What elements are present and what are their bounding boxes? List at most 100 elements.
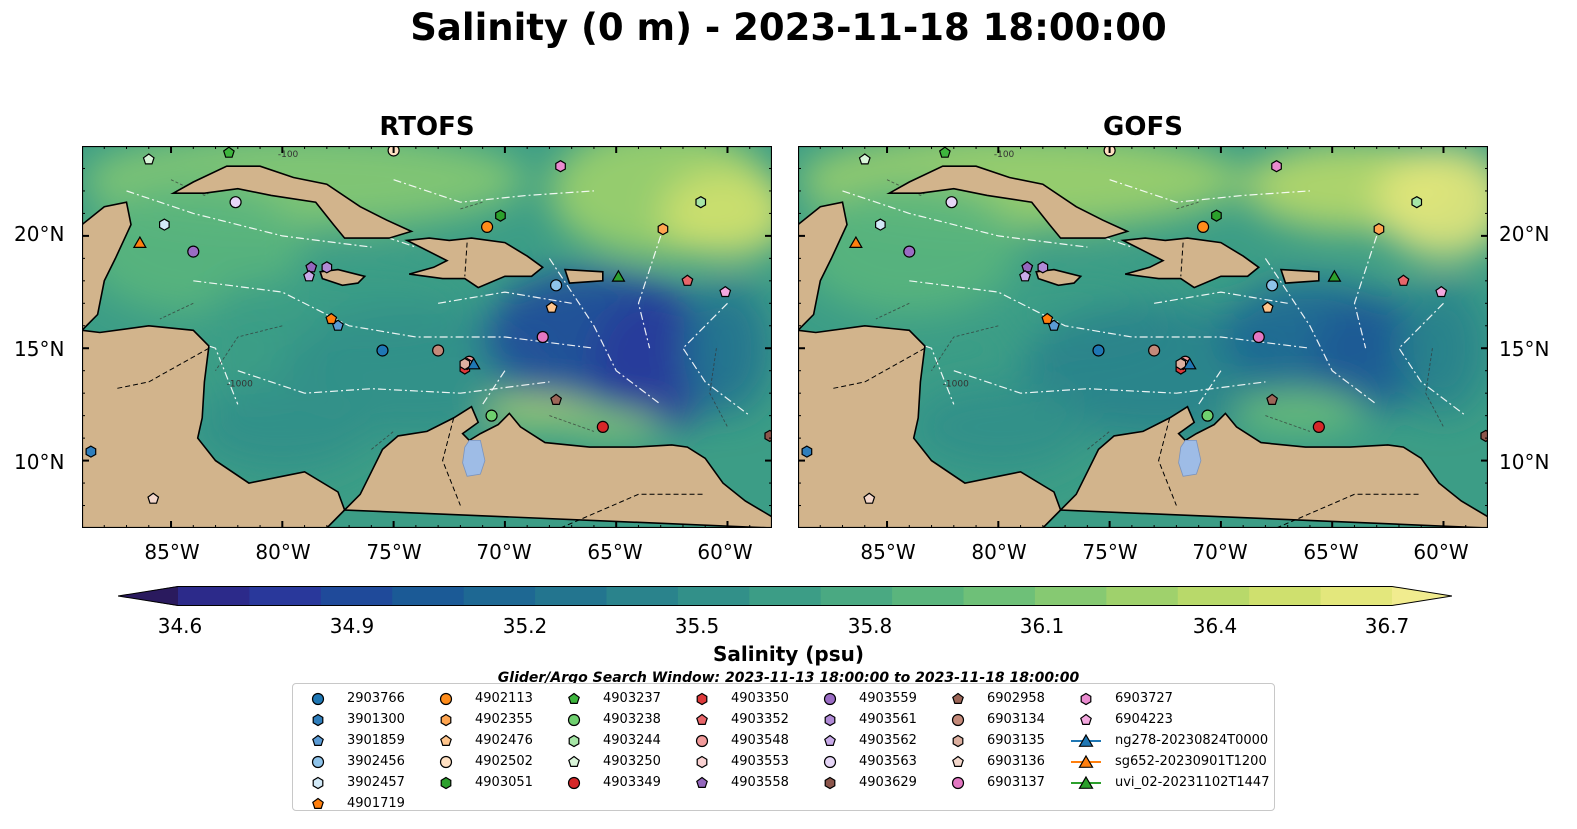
legend-marker-hexagon: [440, 776, 452, 789]
legend-item: 4903563: [815, 751, 917, 772]
legend-item: 3902456: [303, 751, 405, 772]
legend: 2903766 3901300 3901859 3902456 3902457 49017…: [292, 683, 1275, 811]
eez-boundary-line: [482, 370, 506, 405]
salinity-field-patch: [193, 381, 372, 472]
legend-marker-hexagon: [568, 734, 580, 747]
depth-contour-line: [1176, 201, 1199, 210]
observation-marker-ng278-20230824T0000: [1182, 357, 1197, 370]
legend-item: 6902958: [943, 688, 1045, 709]
observation-marker-4903349: [596, 420, 609, 433]
observation-marker-4903237: [938, 146, 951, 158]
legend-marker-hexagon: [696, 692, 708, 705]
colorbar-segment: [606, 586, 679, 606]
legend-hexagon-marker: [696, 755, 708, 768]
colorbar-tick-35-2: 35.2: [502, 614, 548, 638]
panel-title-rtofs: RTOFS: [379, 112, 475, 142]
colorbar-segment: [1177, 586, 1250, 606]
cuba-land: [170, 165, 414, 239]
legend-label: 4903548: [731, 733, 789, 748]
depth-contour-line: [1265, 415, 1311, 432]
legend-column: 4903237 4903238 4903244 4903250 4903349: [559, 688, 661, 793]
legend-label: 4902502: [475, 754, 533, 769]
puerto-rico-land: [563, 268, 604, 284]
observation-marker-4903352: [1397, 274, 1410, 286]
legend-label: ng278-20230824T0000: [1115, 733, 1269, 748]
observation-marker-4903244: [695, 196, 707, 209]
lon-label-75w-right: 75°W: [1082, 540, 1138, 564]
legend-item: 4903561: [815, 709, 917, 730]
observation-marker-4903244: [1411, 196, 1423, 209]
legend-label: 4903562: [859, 733, 917, 748]
lat-label-10n-right: 10°N: [1499, 450, 1550, 474]
legend-marker-hexagon: [312, 713, 324, 726]
legend-circle-marker: [695, 734, 709, 747]
jamaica-land: [319, 268, 367, 287]
legend-label: 3901300: [347, 712, 405, 727]
legend-circle-marker: [951, 776, 965, 789]
legend-circle-marker: [311, 755, 325, 768]
legend-hexagon-marker: [696, 692, 708, 705]
observation-marker-6903134: [1148, 344, 1161, 357]
legend-marker-hexagon: [312, 776, 324, 789]
country-border-line: [464, 242, 468, 277]
puerto-rico-land: [1279, 268, 1320, 284]
observation-marker-4903563: [945, 196, 958, 209]
legend-label: 4903352: [731, 712, 789, 727]
cuba-land: [886, 165, 1130, 239]
legend-circle-marker: [567, 776, 581, 789]
legend-marker-triangle-line: [1071, 733, 1101, 747]
observation-marker-4903629: [1480, 429, 1488, 443]
observation-marker-4903250: [142, 153, 155, 165]
colorbar-tick-35-8: 35.8: [847, 614, 893, 638]
legend-marker-circle: [823, 692, 837, 705]
legend-column: 6902958 6903134 6903135 6903136 6903137: [943, 688, 1045, 793]
lon-label-65w-right: 65°W: [1303, 540, 1359, 564]
legend-label: uvi_02-20231102T1447: [1115, 775, 1270, 790]
observation-marker-uvi_02-20231102T1447: [611, 269, 626, 282]
observation-marker-4902113: [1196, 220, 1210, 233]
contour-label: -100: [994, 150, 1015, 160]
observation-marker-3902457: [874, 218, 886, 231]
colorbar-segment: [1320, 586, 1393, 606]
legend-item: 6904223: [1071, 709, 1269, 730]
colorbar-segment: [463, 586, 536, 606]
legend-label: 2903766: [347, 691, 405, 706]
legend-circle-marker: [439, 692, 453, 705]
observation-marker-4903561: [1037, 261, 1049, 274]
legend-item: 6903727: [1071, 688, 1269, 709]
legend-triangle-marker: [1078, 733, 1094, 747]
observation-marker-sg652-20230901T1200: [132, 235, 147, 249]
observation-marker-4901719: [1041, 312, 1054, 325]
hispaniola-land: [1120, 237, 1261, 289]
legend-label: 6903136: [987, 754, 1045, 769]
eez-boundary-line: [1198, 370, 1222, 405]
eez-boundary-line: [1042, 190, 1133, 248]
observation-marker-6902958: [550, 393, 563, 405]
observation-marker-ng278-20230824T0000: [466, 357, 481, 370]
legend-column: 4903350 4903352 4903548 4903553 4903558: [687, 688, 789, 793]
legend-label: 4903237: [603, 691, 661, 706]
observation-marker-2903766: [376, 344, 389, 357]
observation-marker-4903563: [229, 196, 242, 209]
observation-marker-3902457: [158, 218, 170, 231]
observation-marker-4903352: [681, 274, 694, 286]
legend-label: 4903553: [731, 754, 789, 769]
map-panel-rtofs: -100 -1000: [82, 146, 772, 528]
colorbar-label: Salinity (psu): [712, 642, 864, 666]
observation-marker-4902476: [1261, 301, 1274, 313]
legend-marker-pentagon: [696, 713, 708, 725]
legend-label: 4903629: [859, 775, 917, 790]
legend-marker-circle: [439, 692, 453, 705]
legend-hexagon-marker: [440, 776, 452, 789]
legend-circle-marker: [823, 692, 837, 705]
colorbar-segment: [1034, 586, 1107, 606]
legend-item: sg652-20230901T1200: [1071, 751, 1269, 772]
south-america-land: [342, 405, 772, 528]
legend-label: 4903051: [475, 775, 533, 790]
observation-marker-6903134: [432, 344, 445, 357]
legend-pentagon-marker: [568, 755, 580, 767]
legend-item: uvi_02-20231102T1447: [1071, 772, 1269, 793]
country-border-line: [1180, 242, 1184, 277]
country-border-line: [831, 347, 926, 390]
legend-item: 4903562: [815, 730, 917, 751]
